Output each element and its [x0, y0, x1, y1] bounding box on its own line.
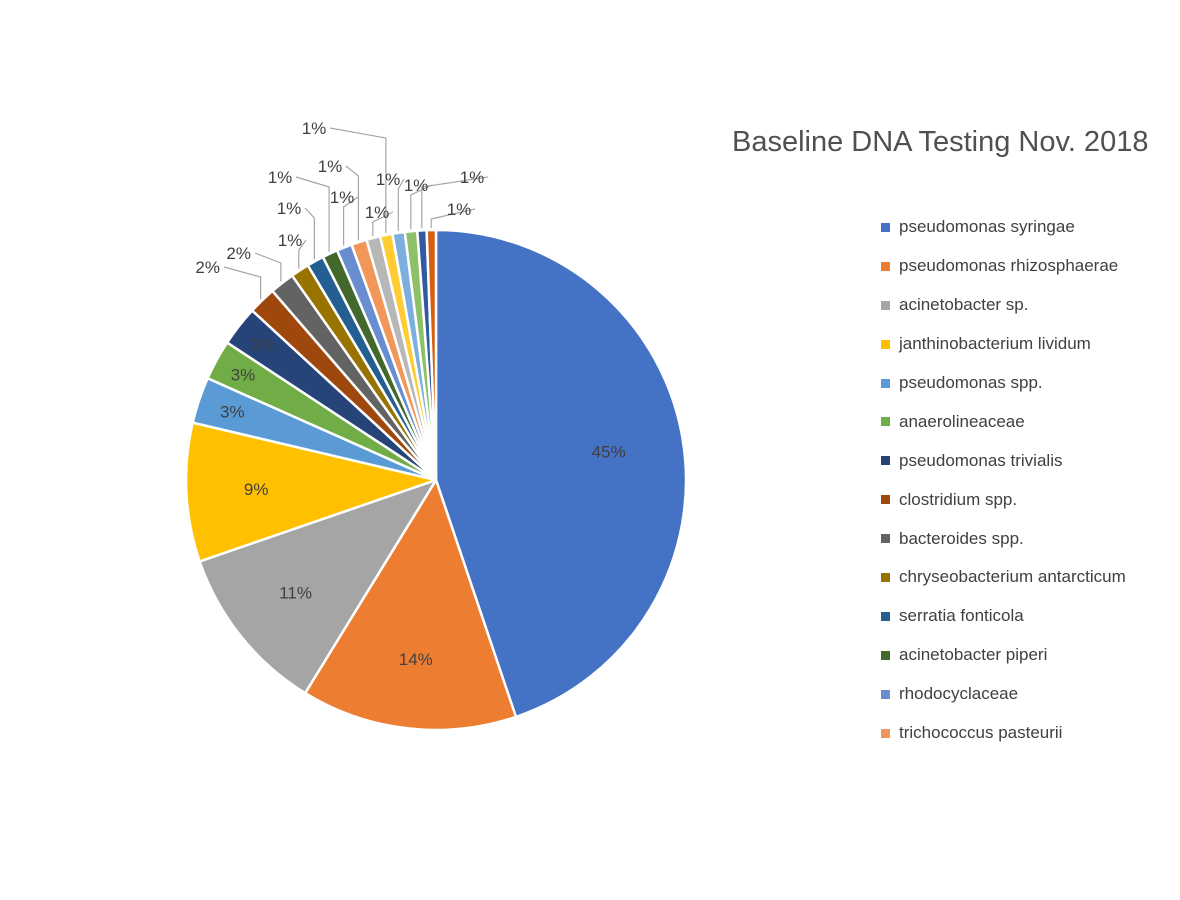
leader-line [345, 165, 360, 241]
legend-item: chryseobacterium antarcticum [881, 558, 1126, 597]
pie-slice [198, 478, 438, 695]
data-labels: 45%14%11%9%3%3%3%2%2%1%1%1%1%1%1%1%1% 1% 1… [195, 119, 625, 669]
data-label: 1% [376, 170, 401, 189]
leader-line [295, 176, 330, 252]
data-label: 14% [399, 650, 433, 669]
legend-item: bacteroides spp. [881, 519, 1126, 558]
legend-swatch [881, 339, 890, 349]
legend-swatch [881, 261, 890, 271]
legend-item: pseudomonas syringae [881, 208, 1126, 247]
legend-label: clostridium spp. [899, 489, 1018, 509]
data-label: 1% [318, 157, 343, 176]
data-label: 2% [226, 244, 251, 263]
legend-swatch [881, 456, 890, 466]
data-label: 1% [277, 199, 302, 218]
data-label: 11% [279, 584, 312, 603]
chart-legend: pseudomonas syringae pseudomonas rhizosph… [881, 208, 1126, 752]
legend-item: anaerolineaceae [881, 402, 1126, 441]
leader-line [397, 178, 405, 231]
legend-item: pseudomonas rhizosphaerae [881, 247, 1126, 286]
data-label: 9% [244, 480, 269, 499]
legend-label: trichococcus pasteurii [899, 723, 1063, 743]
legend-item: janthinobacterium lividum [881, 325, 1126, 364]
leader-line [342, 196, 359, 246]
legend-item: trichococcus pasteurii [881, 714, 1126, 753]
legend-item: acinetobacter sp. [881, 286, 1126, 325]
pie-slices [184, 228, 688, 732]
legend-label: pseudomonas syringae [899, 217, 1075, 237]
leader-line [329, 127, 387, 234]
leader-line [410, 184, 433, 230]
data-label: 1% [404, 176, 429, 195]
legend-swatch [881, 417, 890, 427]
legend-swatch [881, 572, 890, 582]
pie-slice [425, 228, 438, 482]
legend-item: pseudomonas spp. [881, 364, 1126, 403]
data-label: 1% [365, 203, 390, 222]
chart-title: Baseline DNA Testing Nov. 2018 [732, 126, 1149, 158]
legend-swatch [881, 689, 890, 699]
leader-line [254, 252, 282, 282]
legend-swatch [881, 378, 890, 388]
data-label: 1% [268, 168, 293, 187]
legend-label: bacteroides spp. [899, 528, 1024, 548]
data-label: 1% [460, 168, 485, 187]
data-label: 3% [220, 402, 245, 421]
legend-swatch [881, 222, 890, 232]
leader-line [304, 207, 315, 260]
pie-slice [303, 478, 518, 732]
pie-slice [184, 421, 438, 563]
legend-swatch [881, 611, 890, 621]
pie-slice [434, 228, 688, 719]
leader-lines [223, 127, 489, 300]
legend-label: chryseobacterium antarcticum [899, 567, 1126, 587]
legend-item: acinetobacter piperi [881, 636, 1126, 675]
legend-label: acinetobacter sp. [899, 295, 1029, 315]
data-label: 1% [447, 200, 472, 219]
leader-line [421, 176, 489, 229]
legend-label: anaerolineaceae [899, 411, 1025, 431]
data-label: 1% [302, 119, 327, 138]
legend-swatch [881, 300, 890, 310]
data-label: 3% [250, 336, 275, 355]
legend-label: pseudomonas spp. [899, 373, 1043, 392]
leader-line [298, 239, 307, 269]
data-label: 45% [592, 443, 626, 462]
legend-label: pseudomonas trivialis [899, 450, 1063, 470]
data-label: 3% [231, 365, 256, 384]
legend-item: serratia fonticola [881, 597, 1126, 636]
legend-label: pseudomonas rhizosphaerae [899, 256, 1119, 276]
legend-item: clostridium spp. [881, 480, 1126, 519]
legend-label: acinetobacter piperi [899, 645, 1048, 665]
legend-item: rhodocyclaceae [881, 675, 1126, 714]
data-label: 1% [330, 188, 355, 207]
legend-label: rhodocyclaceae [899, 684, 1019, 704]
leader-line [223, 266, 262, 300]
leader-line [430, 208, 476, 229]
legend-swatch [881, 650, 890, 660]
legend-swatch [881, 728, 890, 738]
legend-label: janthinobacterium lividum [899, 334, 1091, 354]
legend-item: pseudomonas trivialis [881, 441, 1126, 480]
legend-label: serratia fonticola [899, 606, 1024, 626]
data-label: 2% [195, 258, 220, 277]
legend-swatch [881, 495, 890, 505]
legend-swatch [881, 534, 890, 544]
data-label: 1% [278, 231, 303, 250]
